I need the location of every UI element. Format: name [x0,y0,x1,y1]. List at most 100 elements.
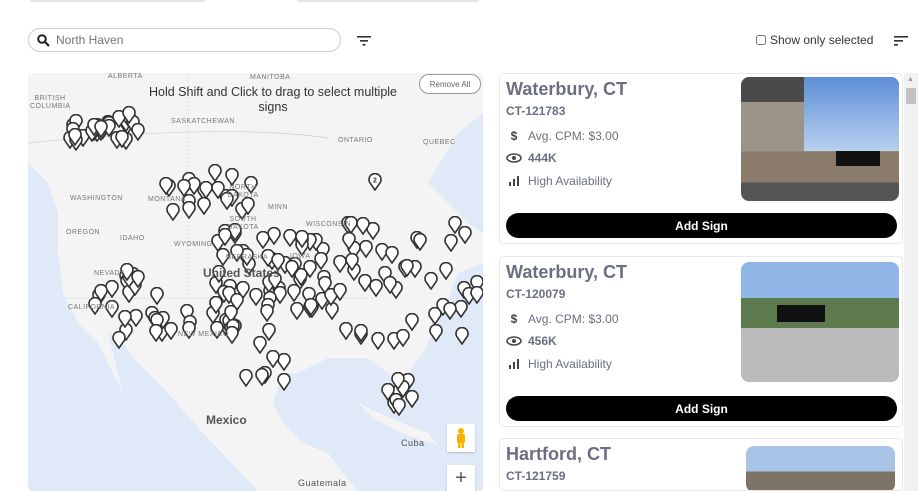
map-marker-pin-icon[interactable] [294,267,308,287]
map-marker-pin-icon[interactable] [390,371,405,391]
show-only-selected-checkbox[interactable] [756,35,766,45]
scroll-up-arrow-icon[interactable]: ▲ [907,76,914,83]
search-box[interactable] [28,28,341,52]
map-marker-pin-icon[interactable] [413,232,428,252]
map-marker-pin-icon[interactable] [295,229,310,249]
map-marker-pin-icon[interactable] [267,271,282,291]
map-marker-pin-icon[interactable] [182,200,196,220]
map-marker-pin-icon[interactable] [353,323,368,343]
add-sign-button[interactable]: Add Sign [506,213,897,238]
map-marker-pin-icon[interactable] [290,301,304,321]
map-marker-pin-icon[interactable] [211,264,226,284]
map-marker-pin-icon[interactable] [400,258,414,278]
map-marker-pin-icon[interactable] [164,321,178,341]
map-marker-pin-icon[interactable] [287,283,302,303]
map-marker-pin-icon[interactable] [333,255,348,274]
top-tab-left[interactable] [30,0,205,2]
map-marker-pin-icon[interactable] [210,180,225,200]
map-marker-pin-icon[interactable] [131,269,146,289]
map-marker-pin-icon[interactable] [166,202,180,222]
map-marker-pin-icon[interactable] [150,286,164,306]
map-marker-pin-icon[interactable] [371,331,386,351]
scrollbar[interactable]: ▲ [904,73,918,491]
map-marker-pin-icon[interactable] [115,129,129,148]
map-marker-pin-icon[interactable] [470,285,483,305]
sign-photo[interactable] [741,77,899,201]
map-marker-pin-icon[interactable] [88,296,102,316]
map-marker-pin-icon[interactable] [333,282,348,302]
search-input[interactable] [56,33,316,47]
map-marker-pin-icon[interactable] [235,280,250,300]
map-marker-pin-icon[interactable] [198,180,213,199]
map[interactable]: Hold Shift and Click to drag to select m… [28,73,483,491]
map-marker-pin-icon[interactable] [369,279,384,298]
map-marker-pin-icon[interactable] [197,196,212,215]
map-marker-pin-icon[interactable] [366,221,380,241]
map-marker-pin-icon[interactable] [112,331,127,350]
map-marker-pin-icon[interactable] [318,276,332,295]
map-marker-pin-icon[interactable] [209,296,224,315]
map-marker-pin-icon[interactable] [271,252,286,271]
map-marker-pin-icon[interactable] [244,175,258,195]
map-marker-pin-icon[interactable] [339,321,353,341]
map-marker-pin-icon[interactable] [241,197,256,216]
map-marker-pin-icon[interactable] [93,119,108,138]
map-marker-pin-icon[interactable] [405,312,419,331]
map-marker-pin-icon[interactable] [424,271,439,291]
map-cluster-marker[interactable]: 2 [368,172,382,192]
map-marker-pin-icon[interactable] [381,382,395,402]
top-tab-right[interactable] [297,0,479,2]
map-marker-pin-icon[interactable] [252,335,267,354]
map-marker-pin-icon[interactable] [378,266,393,285]
map-marker-pin-icon[interactable] [302,259,317,279]
map-marker-pin-icon[interactable] [182,320,197,340]
map-marker-pin-icon[interactable] [180,304,194,323]
map-marker-pin-icon[interactable] [223,304,238,323]
street-view-pegman-icon[interactable] [447,424,475,452]
scrollbar-thumb[interactable] [906,88,916,104]
map-marker-pin-icon[interactable] [277,352,292,372]
map-marker-pin-icon[interactable] [404,389,419,409]
map-marker-pin-icon[interactable] [118,309,133,329]
map-marker-pin-icon[interactable] [105,299,119,318]
map-marker-pin-icon[interactable] [215,247,230,267]
map-marker-pin-icon[interactable] [225,168,239,187]
map-marker-pin-icon[interactable] [428,306,442,326]
map-marker-pin-icon[interactable] [342,231,356,251]
map-marker-pin-icon[interactable] [229,292,244,312]
map-marker-pin-icon[interactable] [324,288,338,307]
map-marker-pin-icon[interactable] [121,105,136,125]
map-marker-pin-icon[interactable] [428,323,443,343]
map-marker-pin-icon[interactable] [470,274,483,294]
map-marker-pin-icon[interactable] [149,324,164,343]
map-marker-pin-icon[interactable] [256,230,271,250]
map-marker-pin-icon[interactable] [304,297,319,317]
remove-all-button[interactable]: Remove All [419,74,481,94]
map-marker-pin-icon[interactable] [219,192,234,211]
map-marker-pin-icon[interactable] [158,177,173,196]
map-marker-pin-icon[interactable] [218,227,232,247]
map-marker-pin-icon[interactable] [443,301,458,321]
map-marker-pin-icon[interactable] [395,328,410,348]
add-sign-button[interactable]: Add Sign [506,396,897,421]
map-marker-pin-icon[interactable] [314,251,329,271]
map-marker-pin-icon[interactable] [385,246,400,265]
map-marker-pin-icon[interactable] [120,262,134,282]
map-marker-pin-icon[interactable] [359,239,373,259]
map-marker-pin-icon[interactable] [130,122,145,141]
map-marker-pin-icon[interactable] [392,397,406,417]
map-marker-pin-icon[interactable] [210,320,225,340]
map-marker-pin-icon[interactable] [448,216,462,235]
map-marker-pin-icon[interactable] [150,312,165,332]
show-only-selected-toggle[interactable]: Show only selected [756,33,873,47]
map-marker-pin-icon[interactable] [262,322,276,342]
map-marker-pin-icon[interactable] [230,244,245,263]
filter-icon[interactable] [357,35,371,47]
map-marker-pin-icon[interactable] [277,372,291,391]
map-marker-pin-icon[interactable] [265,349,280,368]
map-marker-pin-icon[interactable] [177,178,192,198]
map-marker-pin-icon[interactable] [356,216,370,236]
map-marker-pin-icon[interactable] [225,325,239,345]
map-marker-pin-icon[interactable] [444,234,458,253]
map-marker-pin-icon[interactable] [208,163,222,183]
